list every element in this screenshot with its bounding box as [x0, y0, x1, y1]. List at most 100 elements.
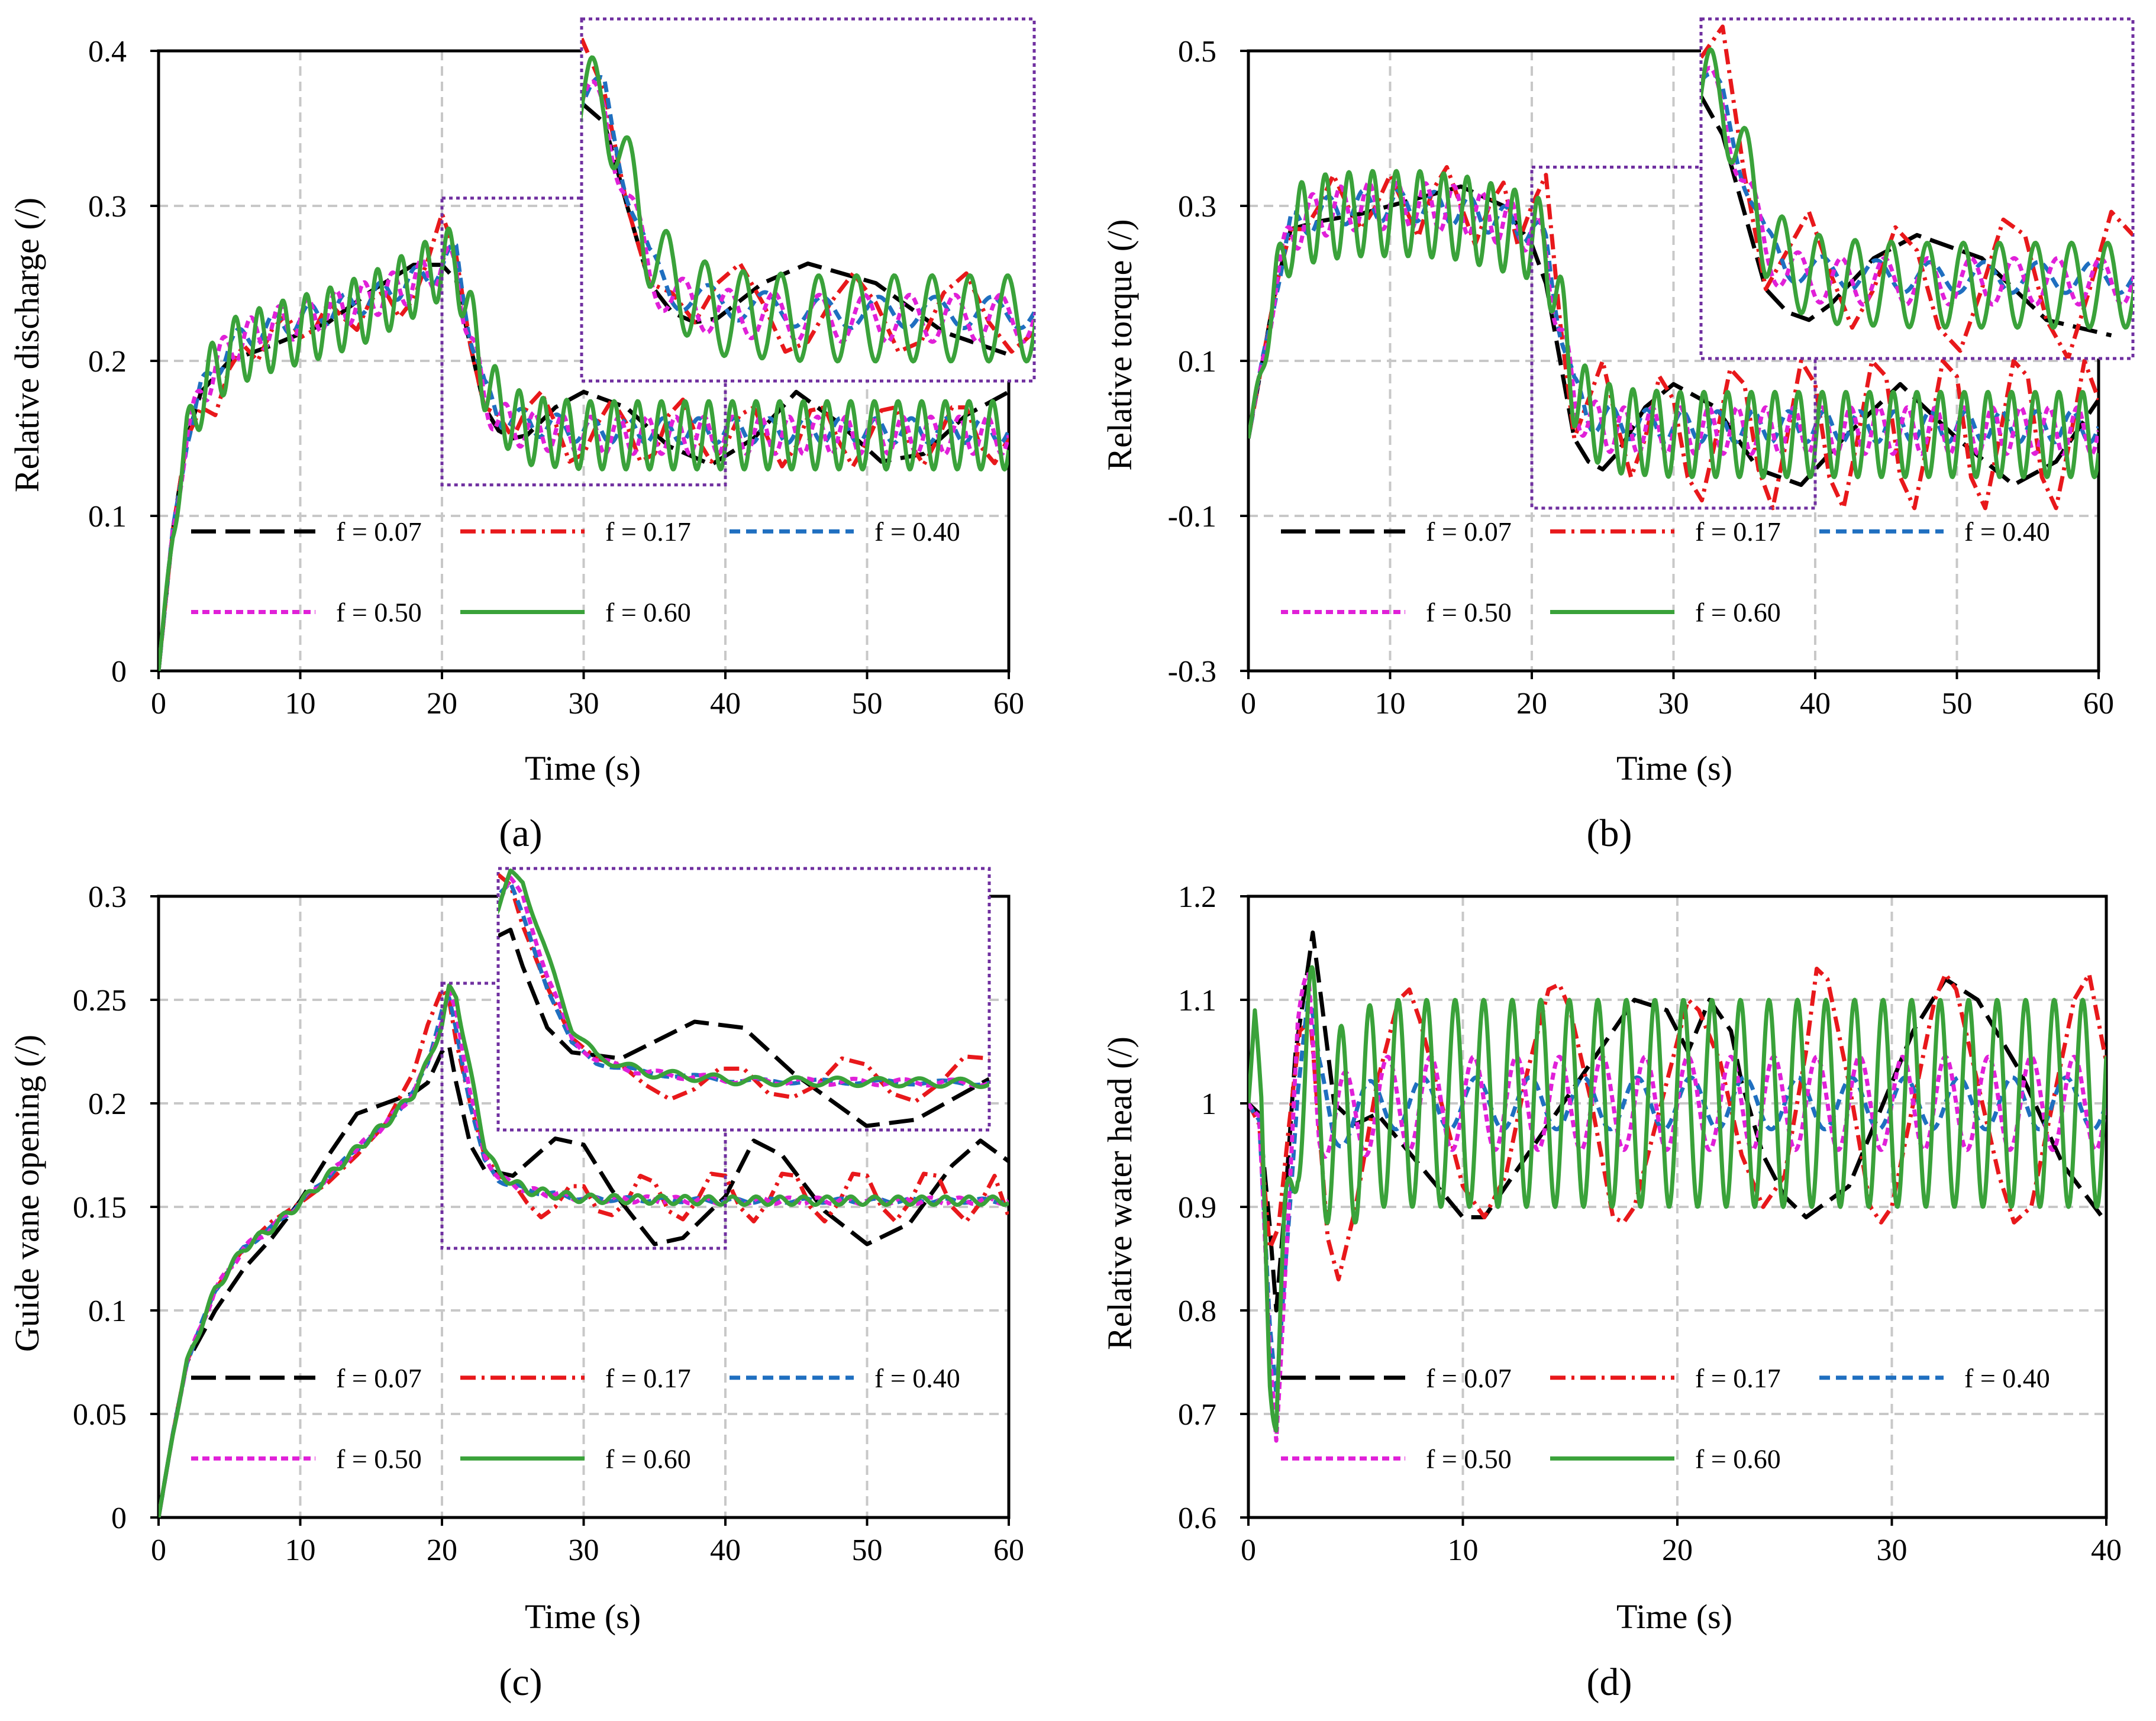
panel-c-label: (c): [499, 1661, 542, 1704]
panel-b-zoom-series-017: [1701, 24, 2133, 359]
panel-d-series-017: [1248, 967, 2106, 1281]
panel-c-series-060: [159, 983, 1009, 1517]
panel-c-legend-label: f = 0.07: [336, 1363, 422, 1393]
panel-c-legend-label: f = 0.40: [874, 1363, 960, 1393]
panel-c-xtick-label: 60: [993, 1533, 1024, 1567]
panel-d-legend-label: f = 0.40: [1964, 1363, 2050, 1393]
panel-c-legend-label: f = 0.17: [605, 1363, 691, 1393]
panel-a-xtick-label: 20: [427, 687, 457, 721]
panel-b-legend-label: f = 0.40: [1964, 516, 2050, 547]
panel-b-ticks: 0 10 20 30 40 50 60 -0.3 -0.1 0.1 0.3 0.5: [1168, 35, 2114, 721]
panel-b-ytick-label: -0.1: [1168, 500, 1216, 534]
panel-c-zoom-series-group: [498, 868, 989, 1128]
panel-a-xtick-label: 0: [151, 687, 166, 721]
panel-a-legend-label: f = 0.07: [336, 516, 422, 547]
panel-c-xtick-label: 20: [427, 1533, 457, 1567]
panel-d-ylabel: Relative water head (/): [1100, 1037, 1139, 1350]
panel-b-legend-label: f = 0.17: [1695, 516, 1781, 547]
panel-c-zoom-inset-box: [496, 867, 991, 1132]
panel-b: 0 10 20 30 40 50 60-0.3-0.10.10.30.5f = 0.07 f …: [1100, 17, 2135, 855]
panel-a-ytick-label: 0.3: [88, 190, 127, 224]
panel-d-ytick-label: 0.8: [1178, 1294, 1216, 1328]
panel-c-ytick-label: 0.2: [88, 1087, 127, 1121]
panel-c-xtick-label: 0: [151, 1533, 166, 1567]
panel-c-xtick-label: 10: [285, 1533, 316, 1567]
panel-c-ytick-label: 0.05: [73, 1398, 127, 1432]
panel-a-zoom-inset: [440, 17, 1036, 487]
panel-b-series-group: [1248, 165, 2099, 511]
panel-b-ylabel: Relative torque (/): [1100, 219, 1139, 470]
panel-b-xtick-label: 50: [1942, 687, 1973, 721]
panel-a-series-060: [159, 226, 1009, 671]
panel-d-xtick-label: 40: [2091, 1533, 2122, 1567]
panel-c-legend-label: f = 0.60: [605, 1444, 691, 1474]
panel-c-ticks: 0 10 20 30 40 50 60 0 0.05 0.1 0.15 0.2 0.25 0.3: [73, 880, 1024, 1567]
panel-b-legend-label: f = 0.60: [1695, 597, 1781, 627]
panel-a-xtick-label: 40: [710, 687, 741, 721]
panel-c-ytick-label: 0.15: [73, 1191, 127, 1225]
panel-a-xtick-label: 30: [569, 687, 599, 721]
panel-a-legend-label: f = 0.60: [605, 597, 691, 627]
panel-a-xtick-label: 60: [993, 687, 1024, 721]
panel-d-xtick-label: 0: [1241, 1533, 1256, 1567]
panel-b-zoom-inset: [1530, 17, 2135, 510]
panel-c-ytick-label: 0.1: [88, 1294, 127, 1328]
panel-a-xlabel: Time (s): [525, 749, 641, 787]
panel-c-ytick-label: 0.3: [88, 880, 127, 914]
panel-d-ticks: 0 10 20 30 40 0.6 0.7 0.8 0.9 1 1.1 1.2: [1178, 880, 2122, 1567]
panel-d-grid: [1248, 896, 2106, 1517]
panel-c-xlabel: Time (s): [525, 1597, 641, 1636]
panel-d-series-group: [1248, 930, 2106, 1443]
panel-b-xtick-label: 60: [2083, 687, 2114, 721]
panel-a-ytick-label: 0: [111, 655, 127, 689]
panel-a-xtick-label: 50: [852, 687, 883, 721]
panel-c-series-group: [159, 983, 1009, 1517]
panel-d-ytick-label: 1.1: [1178, 984, 1216, 1018]
panel-c-legend-label: f = 0.50: [336, 1444, 422, 1474]
panel-a-xtick-label: 10: [285, 687, 316, 721]
panel-a-legend-label: f = 0.40: [874, 516, 960, 547]
panel-b-series-017: [1248, 165, 2099, 511]
panel-a-ytick-label: 0.4: [88, 35, 127, 69]
panel-d-ytick-label: 1: [1201, 1087, 1216, 1121]
panel-d-ytick-label: 1.2: [1178, 880, 1216, 914]
panel-a-ytick-label: 0.2: [88, 345, 127, 379]
panel-d-legend-label: f = 0.07: [1426, 1363, 1512, 1393]
panel-c-zoom-inset: [440, 867, 991, 1250]
panel-d-legend-label: f = 0.60: [1695, 1444, 1781, 1474]
panel-a-series-group: [159, 211, 1009, 671]
panel-c-ytick-label: 0.25: [73, 984, 127, 1018]
panel-d: 0 10 20 30 400.60.70.80.911.11.2f = 0.07 f = …: [1100, 880, 2122, 1704]
panel-d-xtick-label: 20: [1662, 1533, 1693, 1567]
panel-b-legend-label: f = 0.50: [1426, 597, 1512, 627]
panel-b-ytick-label: 0.5: [1178, 35, 1216, 69]
panel-c-ytick-label: 0: [111, 1502, 127, 1535]
panel-b-legend: f = 0.07 f = 0.17 f = 0.40 f = 0.50 f = 0.60: [1281, 516, 2050, 627]
panel-d-series-060: [1248, 965, 2106, 1433]
panel-b-xtick-label: 0: [1241, 687, 1256, 721]
panel-c-xtick-label: 50: [852, 1533, 883, 1567]
panel-b-xtick-label: 30: [1658, 687, 1689, 721]
panel-d-xtick-label: 30: [1877, 1533, 1908, 1567]
panel-b-xtick-label: 40: [1800, 687, 1831, 721]
panel-a-ylabel: Relative discharge (/): [8, 198, 46, 492]
panel-c-zoom-source-box: [440, 981, 727, 1250]
panel-d-legend: f = 0.07 f = 0.17 f = 0.40 f = 0.50 f = 0.60: [1281, 1363, 2050, 1474]
panel-b-xtick-label: 10: [1375, 687, 1406, 721]
panel-b-series-060: [1248, 169, 2099, 479]
panel-c-ylabel: Guide vane opening (/): [8, 1035, 46, 1352]
panel-d-label: (d): [1587, 1661, 1632, 1704]
panel-a-zoom-series-017: [582, 37, 1034, 354]
panel-b-xlabel: Time (s): [1616, 749, 1732, 787]
panel-a-zoom-series-060: [582, 55, 1034, 364]
panel-b-label: (b): [1587, 812, 1632, 855]
panel-b-ytick-label: -0.3: [1168, 655, 1216, 689]
panel-b-zoom-series-group: [1701, 24, 2133, 359]
panel-a-legend: f = 0.07 f = 0.17 f = 0.40 f = 0.50 f = 0.60: [191, 516, 960, 627]
panel-d-ytick-label: 0.6: [1178, 1502, 1216, 1535]
panel-a-label: (a): [499, 812, 542, 855]
panel-d-xlabel: Time (s): [1616, 1597, 1732, 1636]
panel-d-ytick-label: 0.7: [1178, 1398, 1216, 1432]
panel-a-zoom-series-group: [582, 37, 1034, 364]
